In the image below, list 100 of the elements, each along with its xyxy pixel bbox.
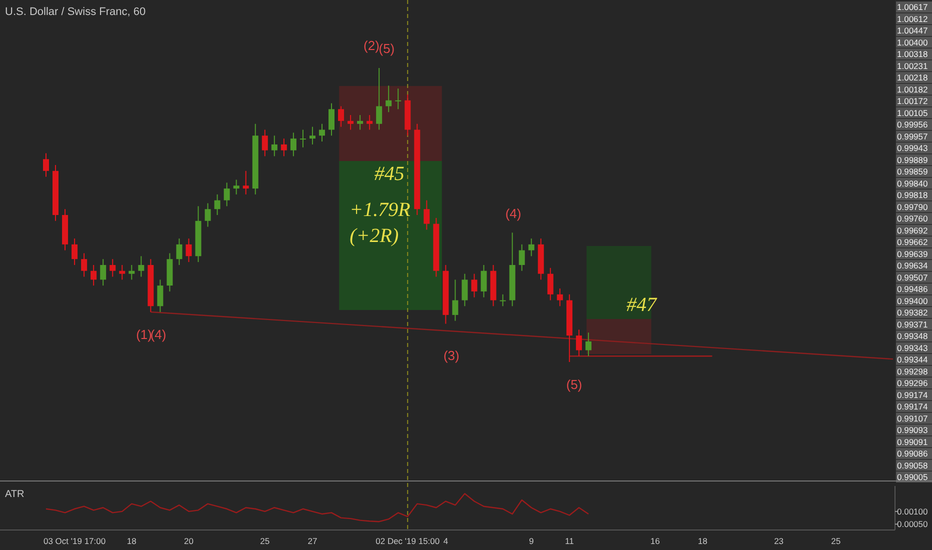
candlestick bbox=[528, 238, 534, 257]
text: 0.99174 bbox=[897, 402, 928, 412]
chart-title: U.S. Dollar / Swiss Franc, 60 bbox=[5, 6, 146, 18]
text: 0.99298 bbox=[897, 366, 928, 376]
annotation: (+2R) bbox=[350, 225, 399, 247]
x-tick-label: 11 bbox=[565, 536, 574, 546]
annotation: 0.99957 bbox=[897, 131, 928, 142]
candlestick bbox=[318, 123, 325, 142]
candlestick bbox=[338, 106, 344, 128]
candlestick bbox=[43, 152, 49, 178]
candlestick bbox=[110, 258, 116, 278]
candlestick bbox=[138, 256, 144, 278]
annotation: 0.99634 bbox=[897, 260, 928, 270]
annotation: 0.99400 bbox=[897, 296, 928, 306]
annotation: 0.99840 bbox=[897, 178, 928, 188]
x-tick-label: 18 bbox=[126, 536, 137, 546]
candlestick bbox=[186, 238, 192, 263]
candlestick bbox=[462, 273, 468, 307]
annotation: 0.99818 bbox=[897, 190, 928, 200]
candlestick bbox=[576, 329, 582, 357]
candlestick bbox=[204, 202, 211, 228]
candlestick bbox=[500, 294, 506, 307]
text: 0.99093 bbox=[897, 425, 928, 435]
annotation: 1.00231 bbox=[897, 60, 928, 71]
annotation: 0.99486 bbox=[897, 284, 928, 294]
annotation: 0.99344 bbox=[897, 354, 928, 364]
candlestick bbox=[157, 279, 164, 313]
annotation: 0.99662 bbox=[897, 237, 928, 247]
text: 1.00612 bbox=[897, 14, 928, 24]
annotation: #45 bbox=[374, 163, 404, 185]
text: 0.99058 bbox=[897, 460, 928, 470]
candlestick bbox=[262, 129, 268, 157]
chart-title: ATR bbox=[5, 489, 24, 500]
candlestick bbox=[100, 258, 106, 286]
candlestick bbox=[309, 126, 316, 145]
candlestick bbox=[366, 114, 373, 130]
candlestick bbox=[357, 114, 364, 130]
x-tick-label: 02 Dec '19 15:00 bbox=[376, 536, 440, 546]
text: 0.99296 bbox=[897, 378, 928, 388]
text: 0.99174 bbox=[897, 390, 928, 400]
annotation: 0.99348 bbox=[897, 331, 928, 341]
text: 0.99005 bbox=[897, 472, 928, 482]
candlestick bbox=[556, 288, 563, 307]
text: (5) bbox=[566, 377, 582, 392]
candlestick bbox=[328, 102, 335, 136]
annotation: 0.99382 bbox=[897, 308, 928, 318]
candlestick bbox=[471, 273, 478, 298]
annotation: 1.00105 bbox=[897, 108, 928, 118]
candlestick bbox=[300, 129, 306, 148]
x-tick-label: 18 bbox=[698, 536, 708, 546]
candlestick bbox=[242, 170, 249, 195]
x-tick-label: 20 bbox=[184, 536, 194, 546]
candlestick bbox=[81, 252, 88, 278]
candlestick bbox=[386, 85, 392, 113]
text: (5) bbox=[378, 41, 395, 56]
annotation: 0.99889 bbox=[897, 154, 928, 165]
annotation: 1.00182 bbox=[897, 84, 928, 94]
candlestick bbox=[214, 194, 220, 216]
x-tick-label: 25 bbox=[260, 536, 270, 546]
text: 0.99107 bbox=[897, 413, 928, 424]
candlestick bbox=[233, 179, 240, 195]
candlestick bbox=[395, 88, 402, 110]
annotation: 0.99507 bbox=[897, 272, 928, 282]
candlestick bbox=[72, 238, 78, 266]
annotation: (3) bbox=[443, 348, 460, 363]
candlestick bbox=[176, 238, 182, 266]
annotation: (1) bbox=[136, 327, 152, 342]
candlestick bbox=[90, 264, 97, 286]
candlestick bbox=[547, 267, 554, 301]
line-series bbox=[45, 493, 590, 522]
x-tick-label: 03 Oct '19 17:00 bbox=[43, 536, 106, 546]
candlestick bbox=[280, 138, 287, 157]
candlestick bbox=[518, 244, 525, 272]
annotation: (4) bbox=[150, 327, 166, 342]
annotation: 0.99371 bbox=[897, 319, 928, 330]
text: (2) bbox=[364, 38, 380, 53]
x-tick-label: 4 bbox=[443, 536, 448, 546]
text: 1.00318 bbox=[897, 49, 928, 59]
candlestick bbox=[424, 200, 430, 230]
y-tick-label: 0.00050 bbox=[897, 519, 928, 530]
annotation: 0.99790 bbox=[897, 202, 928, 212]
annotation: 1.00218 bbox=[897, 72, 928, 82]
candlestick bbox=[224, 182, 230, 207]
annotation: 0.99639 bbox=[897, 248, 928, 259]
annotation: 0.99956 bbox=[897, 120, 928, 130]
text: 0.99086 bbox=[897, 448, 928, 458]
annotation: #47 bbox=[626, 294, 658, 316]
annotation: 1.00172 bbox=[897, 96, 928, 106]
candlestick bbox=[585, 332, 592, 357]
candlestick bbox=[128, 264, 135, 280]
y-tick-label: 0.00100 bbox=[897, 506, 928, 516]
candlestick bbox=[376, 68, 382, 130]
candlestick bbox=[480, 264, 487, 298]
text: 0.99091 bbox=[897, 436, 928, 447]
candlestick bbox=[271, 135, 278, 157]
x-tick-label: 9 bbox=[528, 536, 534, 546]
annotation: +1.79R bbox=[350, 199, 410, 221]
annotation: 0.99692 bbox=[897, 225, 928, 236]
x-tick-label: 25 bbox=[831, 536, 841, 546]
candlestick bbox=[452, 279, 458, 322]
